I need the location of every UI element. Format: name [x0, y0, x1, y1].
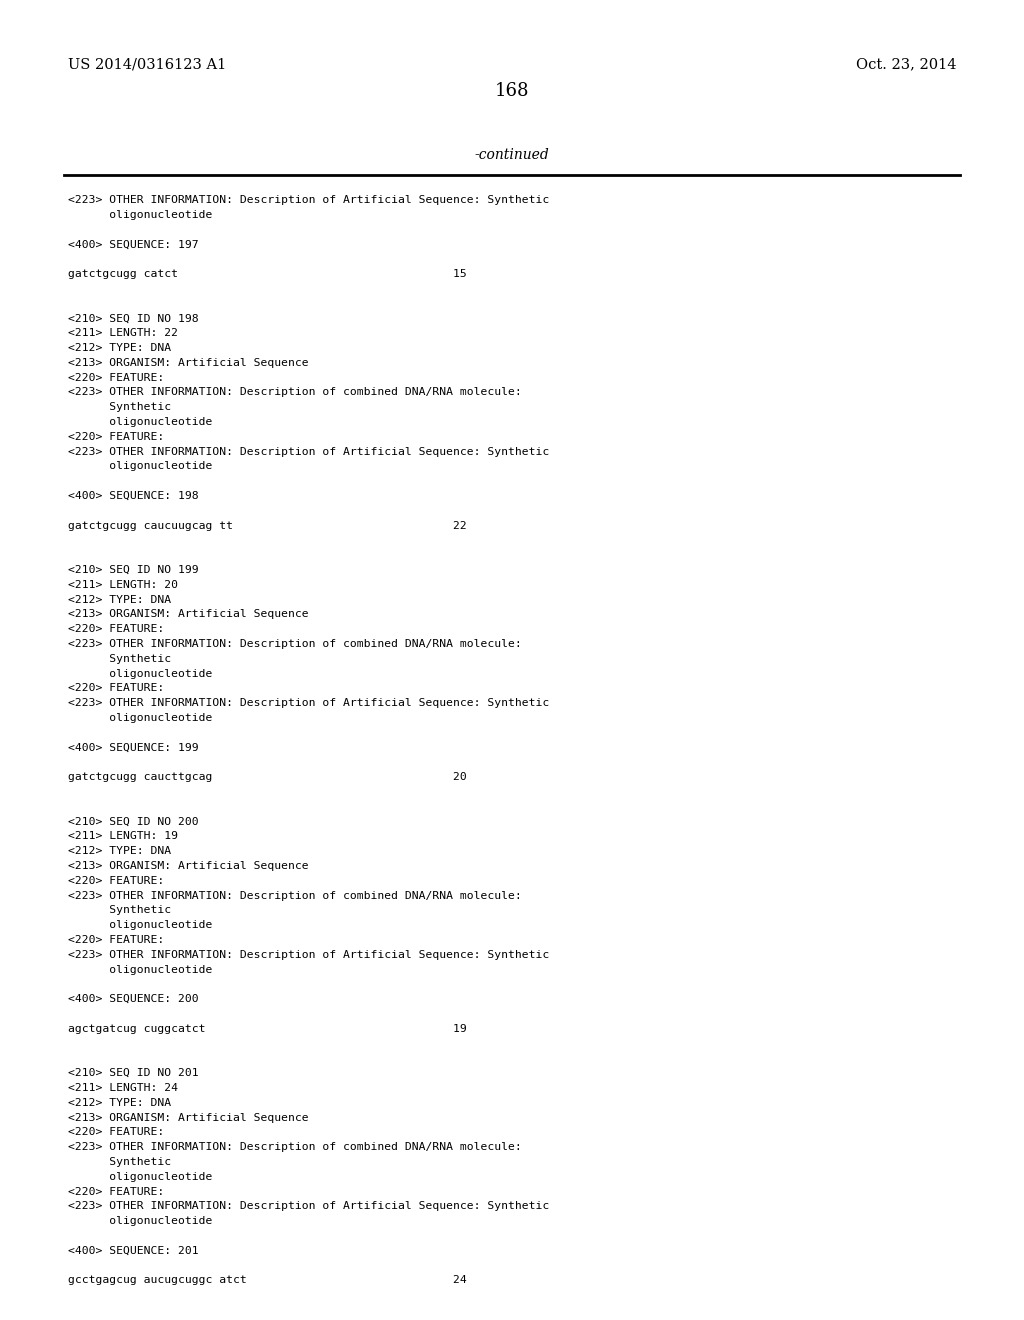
Text: <400> SEQUENCE: 198: <400> SEQUENCE: 198 — [68, 491, 199, 502]
Text: <220> FEATURE:: <220> FEATURE: — [68, 1187, 164, 1197]
Text: <220> FEATURE:: <220> FEATURE: — [68, 624, 164, 634]
Text: <223> OTHER INFORMATION: Description of combined DNA/RNA molecule:: <223> OTHER INFORMATION: Description of … — [68, 387, 522, 397]
Text: <223> OTHER INFORMATION: Description of combined DNA/RNA molecule:: <223> OTHER INFORMATION: Description of … — [68, 639, 522, 649]
Text: <210> SEQ ID NO 200: <210> SEQ ID NO 200 — [68, 817, 199, 826]
Text: <223> OTHER INFORMATION: Description of combined DNA/RNA molecule:: <223> OTHER INFORMATION: Description of … — [68, 1142, 522, 1152]
Text: oligonucleotide: oligonucleotide — [68, 417, 212, 426]
Text: <212> TYPE: DNA: <212> TYPE: DNA — [68, 343, 171, 352]
Text: Synthetic: Synthetic — [68, 1158, 171, 1167]
Text: <211> LENGTH: 24: <211> LENGTH: 24 — [68, 1082, 178, 1093]
Text: gatctgcugg caucuugcag tt                                22: gatctgcugg caucuugcag tt 22 — [68, 520, 467, 531]
Text: oligonucleotide: oligonucleotide — [68, 1172, 212, 1181]
Text: gcctgagcug aucugcuggc atct                              24: gcctgagcug aucugcuggc atct 24 — [68, 1275, 467, 1286]
Text: US 2014/0316123 A1: US 2014/0316123 A1 — [68, 57, 226, 71]
Text: oligonucleotide: oligonucleotide — [68, 713, 212, 723]
Text: Synthetic: Synthetic — [68, 403, 171, 412]
Text: <223> OTHER INFORMATION: Description of Artificial Sequence: Synthetic: <223> OTHER INFORMATION: Description of … — [68, 950, 549, 960]
Text: gatctgcugg catct                                        15: gatctgcugg catct 15 — [68, 269, 467, 279]
Text: Oct. 23, 2014: Oct. 23, 2014 — [855, 57, 956, 71]
Text: <220> FEATURE:: <220> FEATURE: — [68, 1127, 164, 1138]
Text: Synthetic: Synthetic — [68, 653, 171, 664]
Text: <213> ORGANISM: Artificial Sequence: <213> ORGANISM: Artificial Sequence — [68, 610, 308, 619]
Text: <400> SEQUENCE: 199: <400> SEQUENCE: 199 — [68, 743, 199, 752]
Text: oligonucleotide: oligonucleotide — [68, 462, 212, 471]
Text: <220> FEATURE:: <220> FEATURE: — [68, 684, 164, 693]
Text: agctgatcug cuggcatct                                    19: agctgatcug cuggcatct 19 — [68, 1024, 467, 1034]
Text: <220> FEATURE:: <220> FEATURE: — [68, 935, 164, 945]
Text: <211> LENGTH: 22: <211> LENGTH: 22 — [68, 329, 178, 338]
Text: Synthetic: Synthetic — [68, 906, 171, 915]
Text: <213> ORGANISM: Artificial Sequence: <213> ORGANISM: Artificial Sequence — [68, 861, 308, 871]
Text: <223> OTHER INFORMATION: Description of Artificial Sequence: Synthetic: <223> OTHER INFORMATION: Description of … — [68, 1201, 549, 1212]
Text: oligonucleotide: oligonucleotide — [68, 920, 212, 931]
Text: <213> ORGANISM: Artificial Sequence: <213> ORGANISM: Artificial Sequence — [68, 358, 308, 368]
Text: <220> FEATURE:: <220> FEATURE: — [68, 432, 164, 442]
Text: <400> SEQUENCE: 200: <400> SEQUENCE: 200 — [68, 994, 199, 1005]
Text: <212> TYPE: DNA: <212> TYPE: DNA — [68, 594, 171, 605]
Text: <213> ORGANISM: Artificial Sequence: <213> ORGANISM: Artificial Sequence — [68, 1113, 308, 1122]
Text: -continued: -continued — [475, 148, 549, 162]
Text: oligonucleotide: oligonucleotide — [68, 965, 212, 974]
Text: <223> OTHER INFORMATION: Description of combined DNA/RNA molecule:: <223> OTHER INFORMATION: Description of … — [68, 891, 522, 900]
Text: <220> FEATURE:: <220> FEATURE: — [68, 372, 164, 383]
Text: <212> TYPE: DNA: <212> TYPE: DNA — [68, 1098, 171, 1107]
Text: <210> SEQ ID NO 199: <210> SEQ ID NO 199 — [68, 565, 199, 576]
Text: <223> OTHER INFORMATION: Description of Artificial Sequence: Synthetic: <223> OTHER INFORMATION: Description of … — [68, 446, 549, 457]
Text: <211> LENGTH: 19: <211> LENGTH: 19 — [68, 832, 178, 841]
Text: oligonucleotide: oligonucleotide — [68, 669, 212, 678]
Text: <223> OTHER INFORMATION: Description of Artificial Sequence: Synthetic: <223> OTHER INFORMATION: Description of … — [68, 698, 549, 709]
Text: <400> SEQUENCE: 201: <400> SEQUENCE: 201 — [68, 1246, 199, 1255]
Text: <223> OTHER INFORMATION: Description of Artificial Sequence: Synthetic: <223> OTHER INFORMATION: Description of … — [68, 195, 549, 205]
Text: 168: 168 — [495, 82, 529, 100]
Text: oligonucleotide: oligonucleotide — [68, 210, 212, 220]
Text: gatctgcugg caucttgcag                                   20: gatctgcugg caucttgcag 20 — [68, 772, 467, 783]
Text: <211> LENGTH: 20: <211> LENGTH: 20 — [68, 579, 178, 590]
Text: <220> FEATURE:: <220> FEATURE: — [68, 875, 164, 886]
Text: <212> TYPE: DNA: <212> TYPE: DNA — [68, 846, 171, 857]
Text: oligonucleotide: oligonucleotide — [68, 1216, 212, 1226]
Text: <400> SEQUENCE: 197: <400> SEQUENCE: 197 — [68, 239, 199, 249]
Text: <210> SEQ ID NO 201: <210> SEQ ID NO 201 — [68, 1068, 199, 1078]
Text: <210> SEQ ID NO 198: <210> SEQ ID NO 198 — [68, 313, 199, 323]
